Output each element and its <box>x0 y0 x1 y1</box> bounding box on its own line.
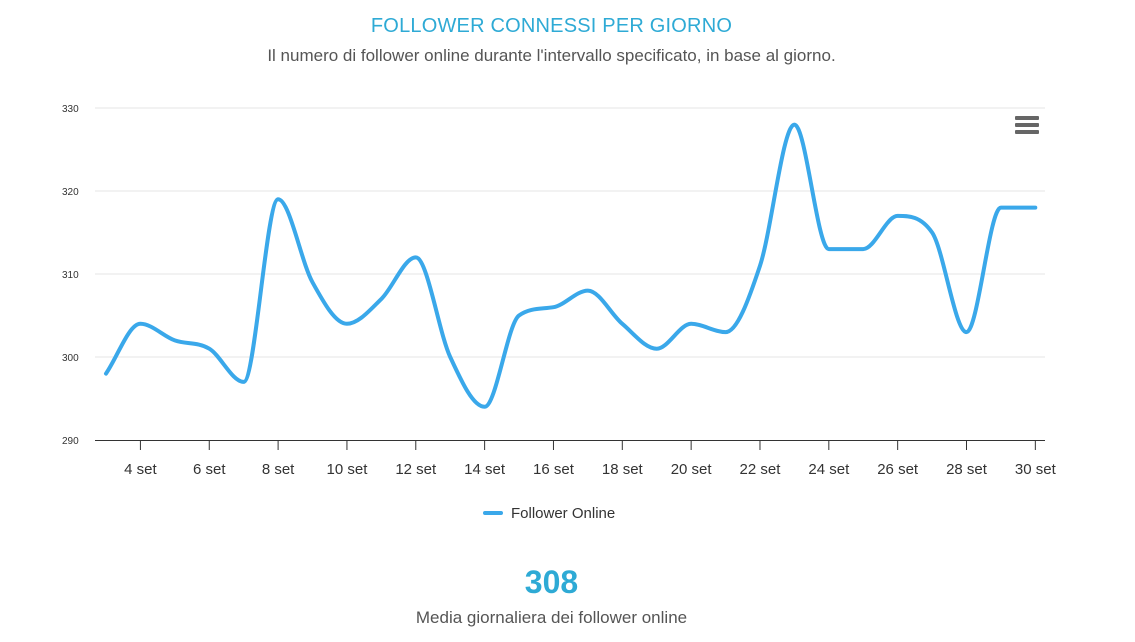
series-line-follower-online <box>104 122 1038 409</box>
x-tick-label: 4 set <box>124 461 157 478</box>
x-tick-label: 6 set <box>193 461 226 478</box>
x-tick-label: 24 set <box>808 461 850 478</box>
x-tick-label: 12 set <box>395 461 437 478</box>
menu-bar <box>1015 130 1039 134</box>
y-tick-label: 330 <box>62 104 79 115</box>
x-tick-label: 18 set <box>602 461 644 478</box>
x-tick-label: 16 set <box>533 461 575 478</box>
legend-label: Follower Online <box>511 504 616 522</box>
x-tick-label: 14 set <box>464 461 506 478</box>
x-tick-label: 20 set <box>671 461 713 478</box>
y-tick-label: 290 <box>62 436 79 447</box>
legend-item-follower-online[interactable]: Follower Online <box>483 503 615 523</box>
hamburger-menu-icon[interactable] <box>1013 116 1041 138</box>
line-chart: 290 300 310 320 330 4 set 6 set 8 set 10 set 12 s… <box>62 104 1057 478</box>
y-tick-label: 310 <box>62 270 79 281</box>
y-tick-label: 300 <box>62 353 79 364</box>
x-tick-label: 22 set <box>740 461 782 478</box>
legend-swatch <box>483 511 503 515</box>
average-label: Media giornaliera dei follower online <box>415 608 688 627</box>
chart-title: FOLLOWER CONNESSI PER GIORNO <box>370 15 733 37</box>
x-tick-label: 8 set <box>262 461 295 478</box>
y-tick-label: 320 <box>62 187 79 198</box>
average-value: 308 <box>524 564 579 600</box>
menu-bar <box>1015 116 1039 120</box>
x-tick-label: 30 set <box>1015 461 1057 478</box>
chart-subtitle: Il numero di follower online durante l'i… <box>267 46 836 65</box>
menu-bar <box>1015 123 1039 127</box>
x-tick-label: 10 set <box>327 461 369 478</box>
x-tick-label: 28 set <box>946 461 988 478</box>
x-tick-label: 26 set <box>877 461 919 478</box>
